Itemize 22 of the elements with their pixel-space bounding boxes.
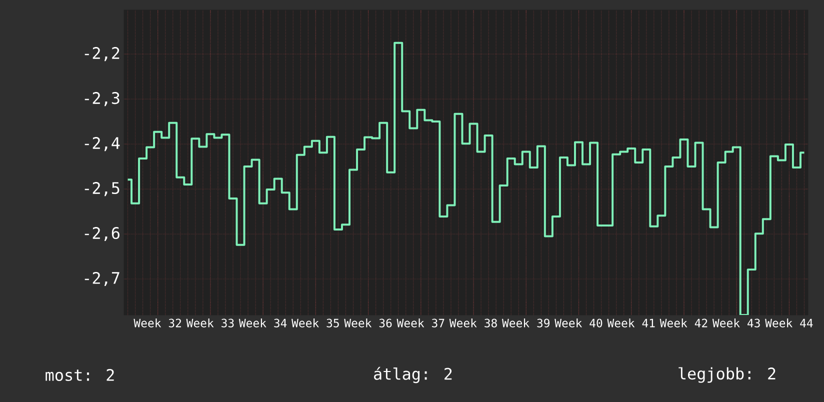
text: legjobb: 2 [678,367,776,383]
x-tick-label: Week 42 [660,318,708,328]
x-tick-label: Week 43 [712,318,760,328]
y-tick-label: -2,4 [84,137,120,152]
x-tick-label: Week 32 [134,318,181,328]
x-tick-label: Week 40 [554,318,602,328]
x-tick-label: Week 44 [765,318,813,328]
x-tick-label: Week 34 [238,318,287,328]
x-tick-label: Week 37 [396,318,444,328]
x-tick-label: Week 36 [344,318,392,328]
y-tick-label: -2,6 [84,226,120,242]
x-tick-label: Week 38 [449,318,497,328]
y-tick-label: -2,2 [84,47,120,62]
text: átlag: 2 [374,366,452,384]
y-tick-label: -2,7 [84,272,120,286]
y-tick-label: -2,5 [84,182,120,196]
x-tick-label: Week 41 [607,318,655,328]
x-tick-label: Week 33 [186,318,234,328]
text: most: 2 [46,368,114,382]
x-tick-label: Week 39 [502,318,550,328]
x-tick-label: Week 35 [292,318,339,328]
y-tick-label: -2,3 [84,92,120,106]
